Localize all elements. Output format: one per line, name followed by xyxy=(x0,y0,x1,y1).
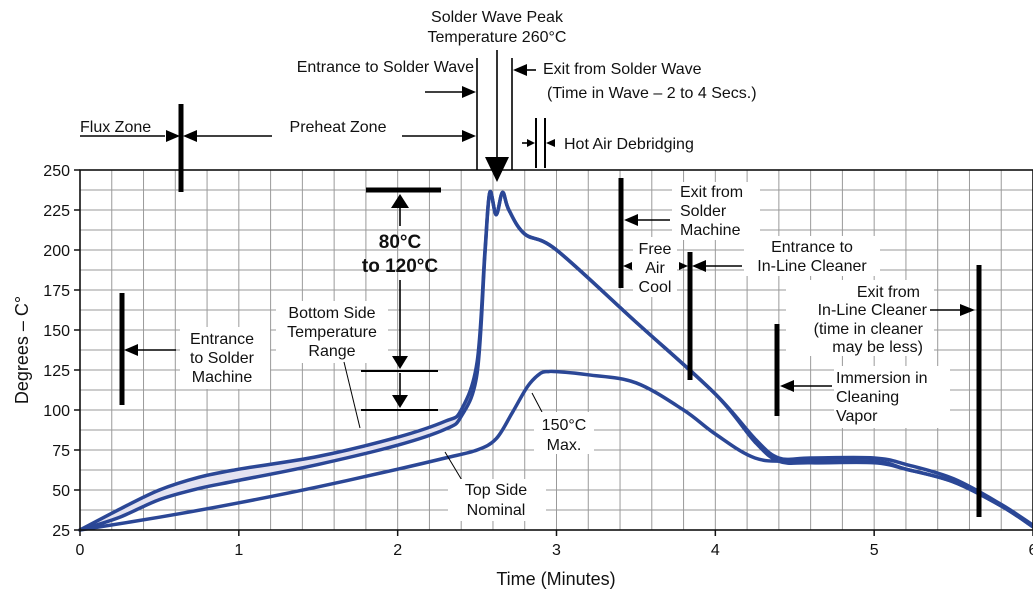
exit-cleaner-line1: Exit from xyxy=(857,284,920,301)
top-side-leader xyxy=(444,451,464,483)
exit-cleaner-line3: (time in cleaner xyxy=(814,321,924,338)
y-tick-label: 150 xyxy=(43,323,70,340)
exit-cleaner-arrowhead xyxy=(960,304,975,316)
entrance-machine-line1: Entrance xyxy=(190,331,254,348)
x-tick-label: 5 xyxy=(870,542,879,559)
entrance-machine-arrowhead xyxy=(124,344,138,356)
bottom-side-line2: Temperature xyxy=(287,324,377,341)
immersion-line3: Vapor xyxy=(836,408,878,425)
y-tick-label: 25 xyxy=(52,523,70,540)
y-tick-label: 175 xyxy=(43,283,70,300)
max-line1: 150°C xyxy=(542,417,587,434)
bottom-side-range-band xyxy=(87,410,462,529)
exit-cleaner-line4: may be less) xyxy=(832,339,923,356)
flux-zone-arrowhead xyxy=(166,130,180,142)
above-chart-annotations: Solder Wave Peak Temperature 260°C Entra… xyxy=(80,9,757,192)
range-label-line2: to 120°C xyxy=(362,256,439,277)
debridging-arrowhead-right xyxy=(546,139,555,147)
bottom-side-leader xyxy=(343,361,361,429)
y-tick-label: 225 xyxy=(43,203,70,220)
exit-machine-arrowhead xyxy=(624,214,638,226)
exit-cleaner-line2: In-Line Cleaner xyxy=(818,302,928,319)
range-top-arrowhead xyxy=(391,194,409,208)
preheat-zone-label: Preheat Zone xyxy=(290,119,387,136)
max-leader xyxy=(531,392,543,413)
free-air-line2: Air xyxy=(645,260,665,277)
y-tick-label: 125 xyxy=(43,363,70,380)
entrance-machine-line3: Machine xyxy=(192,369,253,386)
free-air-arrowhead-right xyxy=(679,262,688,270)
entrance-cleaner-line2: In-Line Cleaner xyxy=(757,258,867,275)
bottom-side-line3: Range xyxy=(308,343,355,360)
range-label-line1: 80°C xyxy=(379,232,422,253)
y-tick-label: 50 xyxy=(52,483,70,500)
entrance-wave-label: Entrance to Solder Wave xyxy=(297,59,474,76)
entrance-wave-arrowhead xyxy=(462,86,476,98)
free-air-line3: Cool xyxy=(639,279,672,296)
hot-air-label: Hot Air Debridging xyxy=(564,136,694,153)
exit-machine-line1: Exit from xyxy=(680,184,743,201)
y-tick-label: 100 xyxy=(43,403,70,420)
preheat-arrowhead-left xyxy=(183,130,197,142)
temperature-curves xyxy=(78,189,1033,532)
y-tick-label: 75 xyxy=(52,443,70,460)
x-axis-title: Time (Minutes) xyxy=(496,569,615,589)
exit-machine-line2: Solder xyxy=(680,203,727,220)
peak-label-line2: Temperature 260°C xyxy=(428,29,567,46)
in-plot-annotations: 80°C to 120°C Entrance to Solder Machine… xyxy=(119,178,982,521)
x-tick-label: 4 xyxy=(711,542,720,559)
y-tick-label: 250 xyxy=(43,163,70,180)
immersion-line1: Immersion in xyxy=(836,370,928,387)
entrance-cleaner-line1: Entrance to xyxy=(771,239,853,256)
top-side-line1: Top Side xyxy=(465,482,527,499)
temperature-curve-3 xyxy=(78,369,1033,532)
time-in-wave-label: (Time in Wave – 2 to 4 Secs.) xyxy=(547,85,757,102)
range-bottom-arrowhead xyxy=(392,395,408,408)
max-line2: Max. xyxy=(547,437,582,454)
top-side-line2: Nominal xyxy=(467,502,526,519)
peak-label-line1: Solder Wave Peak xyxy=(431,9,564,26)
x-tick-label: 0 xyxy=(76,542,85,559)
x-tick-label: 2 xyxy=(393,542,402,559)
entrance-cleaner-arrowhead xyxy=(692,260,706,272)
axis-ticks: 0 1 2 3 4 5 6 25 50 75 100 125 150 175 200 225 250 xyxy=(43,163,1033,559)
free-air-arrowhead-left xyxy=(623,262,632,270)
x-tick-label: 1 xyxy=(234,542,243,559)
x-tick-label: 3 xyxy=(552,542,561,559)
immersion-line2: Cleaning xyxy=(836,389,899,406)
free-air-line1: Free xyxy=(639,241,672,258)
y-axis-title: Degrees – C° xyxy=(12,296,32,404)
y-tick-label: 200 xyxy=(43,243,70,260)
flux-zone-label: Flux Zone xyxy=(80,119,151,136)
entrance-machine-line2: to Solder xyxy=(190,350,255,367)
immersion-arrowhead xyxy=(780,380,794,392)
preheat-arrowhead-right xyxy=(462,130,476,142)
exit-machine-line3: Machine xyxy=(680,222,741,239)
range-down-arrowhead xyxy=(392,356,408,369)
peak-arrow-head xyxy=(485,157,509,182)
exit-wave-label: Exit from Solder Wave xyxy=(543,61,702,78)
bottom-side-line1: Bottom Side xyxy=(288,305,375,322)
debridging-arrowhead-left xyxy=(527,139,535,147)
exit-wave-arrowhead xyxy=(513,64,527,76)
x-tick-label: 6 xyxy=(1029,542,1033,559)
